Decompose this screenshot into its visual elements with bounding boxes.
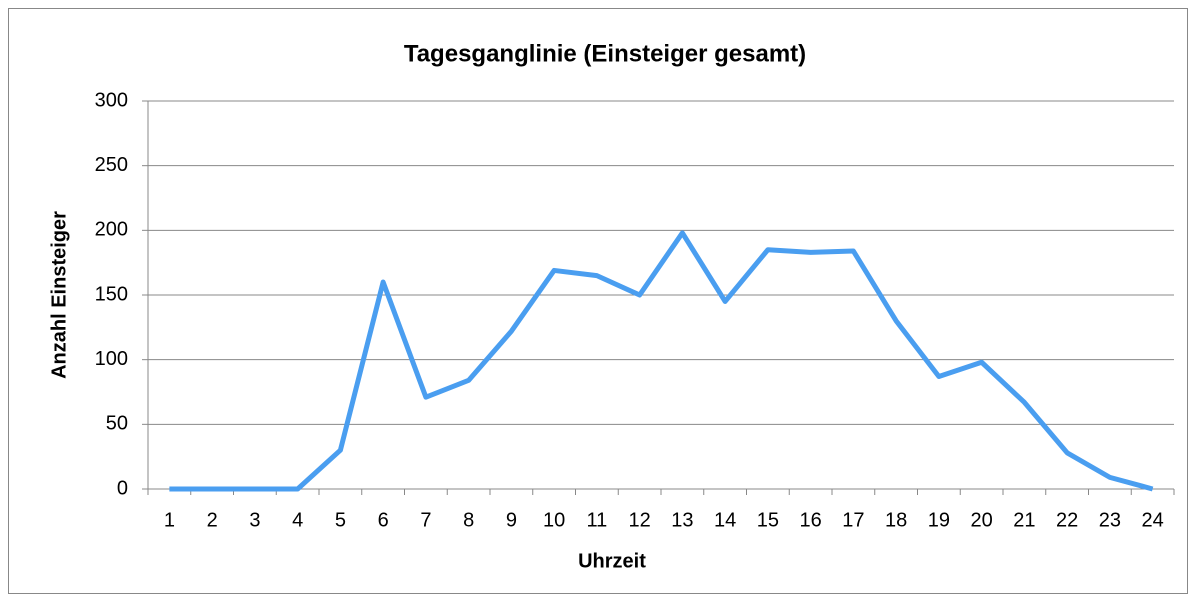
chart-title: Tagesganglinie (Einsteiger gesamt) [404, 40, 806, 67]
y-tick-label: 200 [95, 219, 128, 241]
x-tick-label: 18 [885, 509, 907, 531]
x-tick-label: 5 [335, 509, 346, 531]
x-tick-label: 22 [1056, 509, 1078, 531]
x-tick-label: 16 [800, 509, 822, 531]
x-tick-label: 19 [928, 509, 950, 531]
x-tick-label: 11 [586, 509, 607, 531]
x-tick-label: 12 [629, 509, 651, 531]
y-axis-label: Anzahl Einsteiger [48, 211, 70, 379]
x-tick-label: 4 [292, 509, 303, 531]
x-tick-label: 21 [1013, 509, 1035, 531]
x-tick-label: 3 [249, 509, 260, 531]
x-tick-label: 17 [842, 509, 864, 531]
x-tick-label: 8 [463, 509, 474, 531]
x-tick-label: 23 [1099, 509, 1121, 531]
x-tick-label: 24 [1142, 509, 1164, 531]
x-tick-label: 1 [164, 509, 175, 531]
x-tick-label: 15 [757, 509, 779, 531]
x-tick-label: 20 [971, 509, 993, 531]
x-tick-label: 14 [714, 509, 736, 531]
x-tick-label: 7 [420, 509, 431, 531]
y-tick-label: 300 [95, 89, 128, 111]
series-line [169, 230, 1154, 492]
x-tick-label: 13 [671, 509, 693, 531]
y-tick-label: 150 [95, 283, 128, 305]
x-axis-label: Uhrzeit [578, 550, 646, 572]
x-tick-label: 10 [543, 509, 565, 531]
y-tick-label: 0 [117, 477, 128, 499]
chart-frame [8, 8, 1188, 594]
x-tick-label: 6 [378, 509, 389, 531]
y-tick-label: 100 [95, 348, 128, 370]
y-tick-label: 250 [95, 154, 128, 176]
x-tick-label: 2 [207, 509, 218, 531]
x-tick-label: 9 [506, 509, 517, 531]
y-tick-label: 50 [106, 413, 128, 435]
